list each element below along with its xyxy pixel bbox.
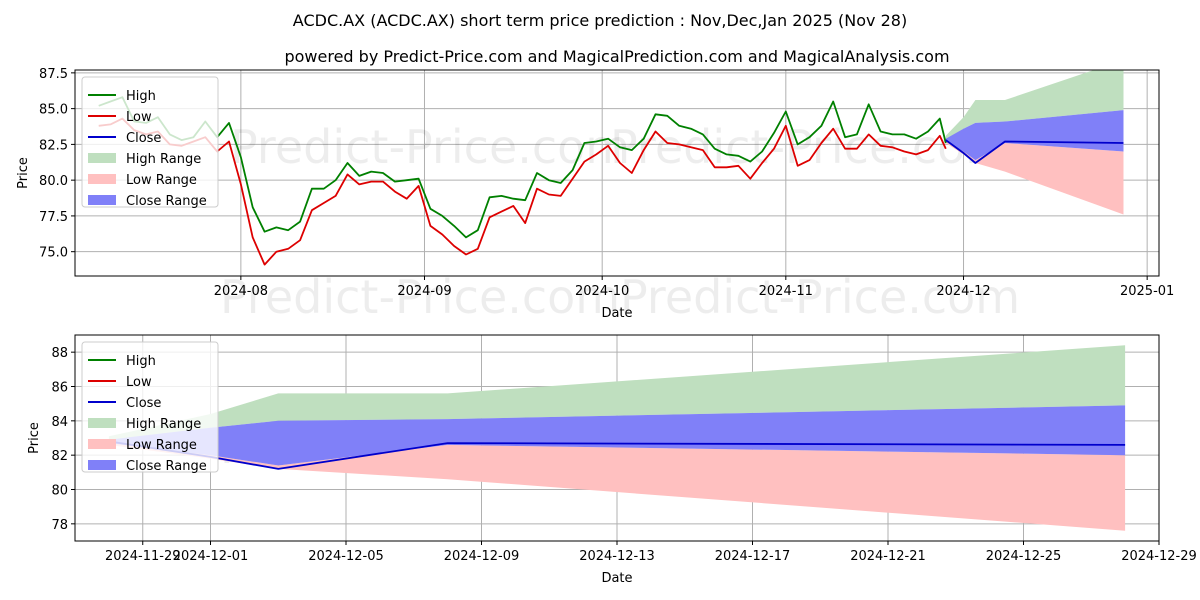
bottom-chart-panel: Predict-Price.com Predict-Price.com 2024… — [27, 334, 1197, 586]
bottom-y-ticks: 78 80 82 84 86 88 — [51, 346, 75, 533]
bottom-y-tick-label: 88 — [51, 346, 68, 361]
top-watermark-4: Predict-Price.com — [620, 270, 1020, 324]
top-x-tick-label: 2024-10 — [575, 284, 629, 299]
bottom-legend-close-range-swatch — [88, 460, 116, 470]
top-watermark-3: Predict-Price.com — [220, 270, 620, 324]
bottom-low-range-band — [108, 441, 1126, 531]
top-x-tick-label: 2024-09 — [397, 284, 451, 299]
bottom-x-axis-label: Date — [601, 571, 632, 586]
top-close-line — [945, 139, 1124, 164]
bottom-y-tick-label: 80 — [51, 484, 68, 499]
bottom-legend: High Low Close High Range Low Range Close Ran… — [81, 341, 219, 474]
top-x-tick-label: 2024-11 — [759, 284, 813, 299]
top-x-tick-label: 2024-12 — [936, 284, 990, 299]
bottom-legend-close-label: Close — [126, 396, 161, 411]
top-legend-close-range-label: Close Range — [126, 194, 207, 209]
bottom-x-tick-label: 2024-12-13 — [579, 549, 655, 564]
bottom-legend-low-range-label: Low Range — [126, 438, 197, 453]
bottom-y-tick-label: 82 — [51, 449, 68, 464]
top-y-axis-label: Price — [16, 157, 31, 189]
bottom-legend-high-range-swatch — [88, 418, 116, 428]
bottom-x-tick-label: 2024-11-29 — [105, 549, 181, 564]
top-legend-high-range-swatch — [88, 153, 116, 163]
bottom-legend-high-range-label: High Range — [126, 417, 201, 432]
top-watermark-2: Predict-Price.com — [610, 120, 1010, 174]
bottom-x-tick-label: 2024-12-01 — [173, 549, 249, 564]
top-legend-close-range-swatch — [88, 195, 116, 205]
top-plot-frame — [74, 69, 1160, 277]
top-x-tick-label: 2025-01 — [1120, 284, 1174, 299]
top-high-range-band — [945, 70, 1124, 143]
top-x-ticks: 2024-08 2024-09 2024-10 2024-11 2024-12 2025-… — [214, 276, 1174, 299]
bottom-close-range-band — [108, 405, 1126, 466]
chart-title: ACDC.AX (ACDC.AX) short term price predi… — [293, 11, 907, 30]
top-watermark-1: Predict-Price.com — [230, 120, 630, 174]
bottom-x-tick-label: 2024-12-25 — [986, 549, 1062, 564]
top-y-ticks: 75.0 77.5 80.0 82.5 85.0 87.5 — [39, 67, 75, 261]
top-legend-low-label: Low — [126, 110, 152, 125]
top-legend-low-range-label: Low Range — [126, 173, 197, 188]
bottom-plot-area — [108, 345, 1126, 531]
top-y-tick-label: 75.0 — [39, 246, 68, 261]
bottom-legend-high-label: High — [126, 354, 156, 369]
top-legend-high-label: High — [126, 89, 156, 104]
top-y-tick-label: 77.5 — [39, 210, 68, 225]
top-x-tick-label: 2024-08 — [214, 284, 268, 299]
top-y-tick-label: 87.5 — [39, 67, 68, 82]
bottom-high-range-band — [108, 345, 1126, 445]
top-high-line — [98, 96, 947, 239]
top-legend-high-range-label: High Range — [126, 152, 201, 167]
top-legend: High Low Close High Range Low Range Close Ran… — [81, 76, 219, 209]
top-low-line — [98, 117, 947, 266]
bottom-y-axis-label: Price — [27, 422, 42, 454]
bottom-legend-low-label: Low — [126, 375, 152, 390]
bottom-x-tick-label: 2024-12-09 — [444, 549, 520, 564]
top-y-tick-label: 82.5 — [39, 138, 68, 153]
top-low-range-band — [945, 140, 1124, 215]
top-series — [98, 70, 1124, 266]
bottom-x-tick-label: 2024-12-21 — [850, 549, 926, 564]
top-legend-low-range-swatch — [88, 174, 116, 184]
top-plot-area — [98, 70, 1124, 266]
top-y-tick-label: 85.0 — [39, 103, 68, 118]
top-y-tick-label: 80.0 — [39, 174, 68, 189]
bottom-x-tick-label: 2024-12-29 — [1121, 549, 1197, 564]
bottom-series — [108, 345, 1126, 531]
bottom-y-tick-label: 84 — [51, 415, 68, 430]
bottom-legend-low-range-swatch — [88, 439, 116, 449]
bottom-legend-close-range-label: Close Range — [126, 459, 207, 474]
bottom-y-tick-label: 78 — [51, 518, 68, 533]
top-chart-panel: Predict-Price.com Predict-Price.com Pred… — [16, 67, 1174, 324]
top-x-axis-label: Date — [601, 306, 632, 321]
bottom-y-tick-label: 86 — [51, 381, 68, 396]
bottom-x-tick-label: 2024-12-05 — [308, 549, 384, 564]
chart-subtitle: powered by Predict-Price.com and Magical… — [284, 47, 949, 66]
top-legend-close-label: Close — [126, 131, 161, 146]
bottom-x-tick-label: 2024-12-17 — [715, 549, 791, 564]
top-close-range-band — [945, 110, 1124, 161]
